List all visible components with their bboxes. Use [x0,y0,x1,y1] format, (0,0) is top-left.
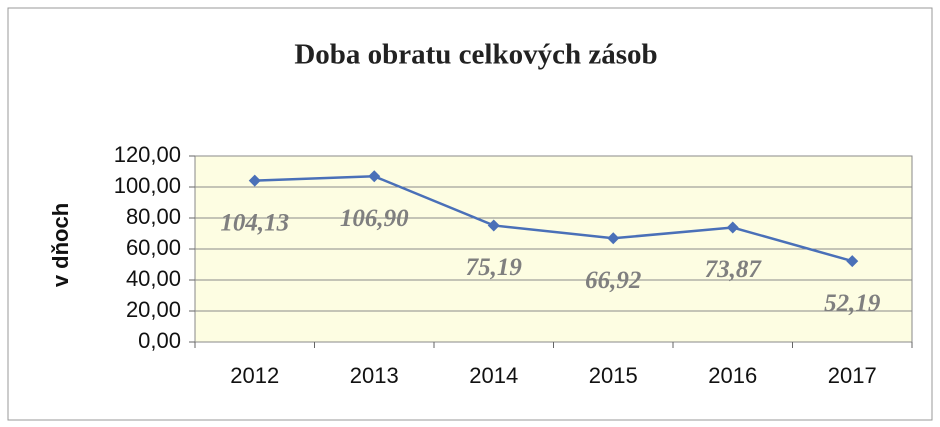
data-point [846,255,859,268]
y-tick-label: 0,00 [138,328,181,353]
data-label: 52,19 [824,290,881,317]
y-tick-label: 120,00 [114,142,181,167]
y-tick-label: 20,00 [126,297,181,322]
x-tick-label: 2017 [828,363,877,388]
x-tick-label: 2013 [350,363,399,388]
data-point [726,221,739,234]
x-tick-label: 2012 [230,363,279,388]
data-label: 104,13 [220,209,289,236]
data-point [248,174,261,187]
data-point [368,170,381,183]
data-label: 106,90 [340,205,409,232]
data-label: 73,87 [705,256,763,283]
data-point [607,232,620,245]
y-tick-label: 80,00 [126,204,181,229]
y-tick-label: 100,00 [114,173,181,198]
data-label: 75,19 [466,254,523,281]
x-tick-label: 2016 [708,363,757,388]
data-line [254,175,853,263]
y-axis-label: v dňoch [48,203,73,287]
data-label: 66,92 [585,267,641,294]
chart-title: Doba obratu celkových zásob [294,39,657,71]
x-tick-label: 2015 [589,363,638,388]
x-tick-label: 2014 [469,363,518,388]
y-tick-label: 60,00 [126,235,181,260]
data-point [487,219,500,232]
y-tick-label: 40,00 [126,266,181,291]
